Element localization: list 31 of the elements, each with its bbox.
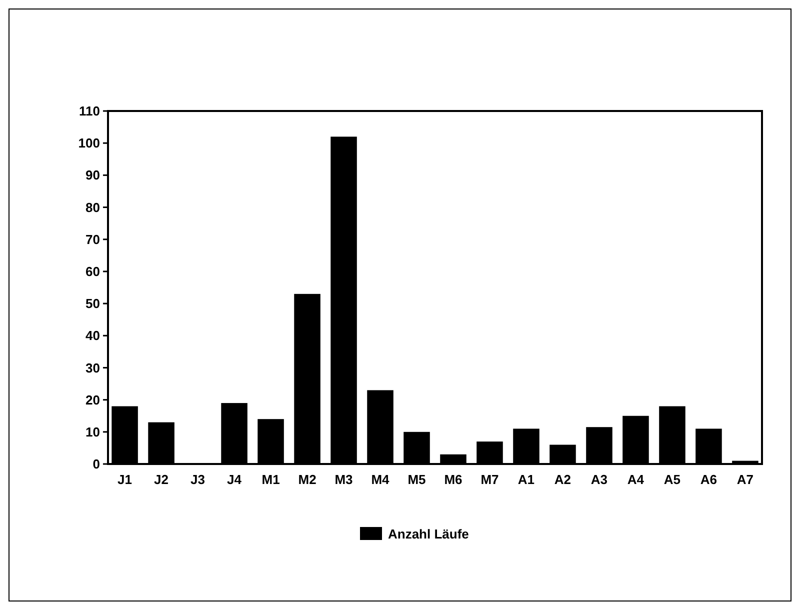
legend-label: Anzahl Läufe [388, 526, 469, 542]
x-tick-label: J1 [118, 472, 132, 487]
x-tick-label: A3 [590, 472, 608, 487]
x-tick-label: J3 [190, 472, 206, 487]
y-tick-label: 60 [86, 264, 100, 280]
y-tick-label: 20 [86, 392, 100, 408]
y-tick-label: 50 [86, 296, 100, 312]
y-tick-label: 90 [86, 168, 100, 183]
x-tick-label: J4 [227, 472, 242, 487]
y-tick-label: 80 [86, 200, 100, 215]
x-tick-label: A6 [700, 472, 718, 487]
y-tick-label: 100 [78, 136, 100, 151]
y-tick-label: 0 [92, 456, 100, 472]
x-tick-label: M3 [334, 472, 353, 487]
y-tick-label: 70 [86, 232, 100, 247]
x-tick-label: M4 [371, 472, 390, 487]
x-tick-label: A1 [518, 472, 535, 487]
x-tick-label: A7 [736, 472, 754, 487]
y-tick-label: 40 [86, 328, 100, 344]
x-tick-label: A5 [664, 472, 681, 487]
x-tick-label: M5 [408, 472, 426, 487]
x-tick-label: M7 [480, 472, 499, 487]
x-tick-label: M1 [262, 472, 280, 487]
y-tick-label: 110 [79, 104, 100, 119]
x-tick-label: M2 [298, 472, 316, 487]
y-tick-label: 10 [86, 424, 100, 440]
x-tick-label: A2 [554, 472, 572, 487]
x-tick-label: J2 [154, 472, 169, 487]
x-tick-label: A4 [627, 472, 645, 487]
x-tick-label: M6 [444, 472, 462, 487]
y-tick-label: 30 [86, 360, 100, 376]
